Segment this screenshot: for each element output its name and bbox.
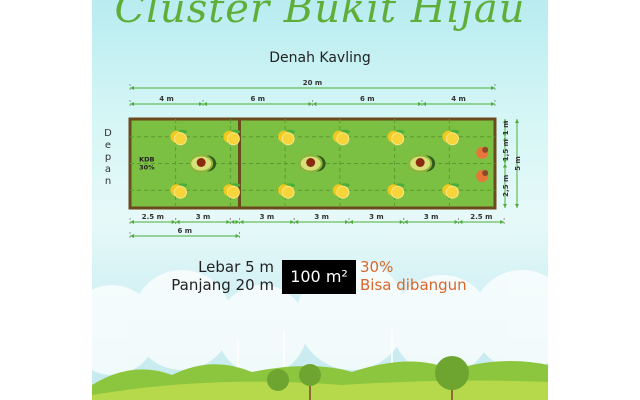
dimension-label: 3 m xyxy=(369,213,384,221)
width-label: Lebar 5 m xyxy=(198,258,274,276)
lemon-slice-icon xyxy=(445,185,459,199)
dimension-label: 3 m xyxy=(260,213,275,221)
papaya-seed-icon xyxy=(482,169,489,176)
poster: Cluster Bukit Hijau Denah Kavling 20 m 4 … xyxy=(92,0,548,400)
lemon-slice-icon xyxy=(445,132,459,146)
length-label: Panjang 20 m xyxy=(171,276,274,294)
lemon-slice-icon xyxy=(281,185,295,199)
lemon-slice-icon xyxy=(173,132,187,146)
lemon-slice-icon xyxy=(173,185,187,199)
dimension-label: 20 m xyxy=(303,79,322,87)
dimension-label: 2,5 m xyxy=(502,175,510,197)
lemon-slice-icon xyxy=(226,185,240,199)
dimension-arrows xyxy=(503,119,507,137)
lemon-slice-icon xyxy=(336,132,350,146)
avocado-seed-icon xyxy=(415,158,425,167)
lemon-slice-icon xyxy=(336,185,350,199)
dimension-label: 4 m xyxy=(451,95,466,103)
dimension-label: 6 m xyxy=(177,227,192,235)
avocado-seed-icon xyxy=(196,158,206,167)
area-box: 100 m² xyxy=(282,260,356,294)
dimension-label: 3 m xyxy=(424,213,439,221)
dimension-label: 2.5 m xyxy=(142,213,164,221)
buildable-label: Bisa dibangun xyxy=(360,276,467,294)
dimension-label: 6 m xyxy=(250,95,265,103)
lemon-slice-icon xyxy=(281,132,295,146)
dimension-label: 3 m xyxy=(196,213,211,221)
dimension-label: 1 m xyxy=(502,121,510,136)
kdb-value: 30% xyxy=(139,164,155,172)
dimension-label: 2.5 m xyxy=(470,213,492,221)
dimension-arrows xyxy=(230,220,240,224)
papaya-seed-icon xyxy=(482,146,489,153)
kdb-percent: 30% xyxy=(360,258,394,276)
dimension-label: 1,5 m xyxy=(502,139,510,161)
page-subtitle: Denah Kavling xyxy=(269,50,371,66)
front-label: Depan xyxy=(104,128,112,187)
lemon-slice-icon xyxy=(391,132,405,146)
dimension-label: 6 m xyxy=(360,95,375,103)
avocado-seed-icon xyxy=(306,158,316,167)
dimension-label: 5 m xyxy=(514,156,522,171)
page-title: Cluster Bukit Hijau xyxy=(114,0,526,32)
kdb-label: KDB xyxy=(139,156,154,164)
lemon-slice-icon xyxy=(226,132,240,146)
dimension-label: 3 m xyxy=(314,213,329,221)
lemon-slice-icon xyxy=(391,185,405,199)
dimension-label: 4 m xyxy=(159,95,174,103)
